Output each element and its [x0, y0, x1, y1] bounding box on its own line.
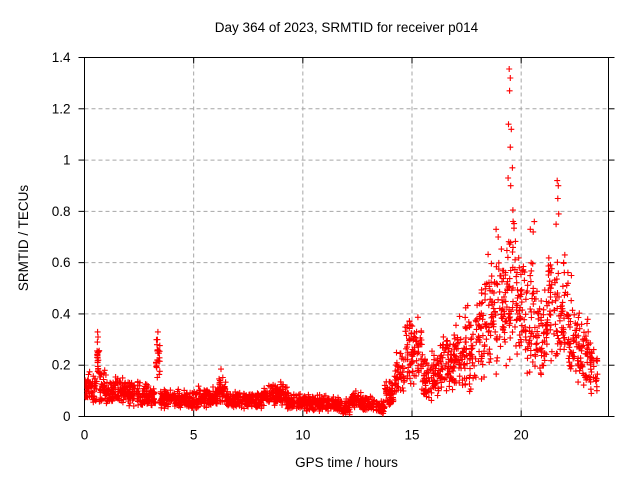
y-tick-label: 0.6	[52, 255, 71, 270]
y-tick-label: 1	[63, 153, 71, 168]
scatter-points	[84, 66, 601, 417]
x-tick-label: 0	[81, 428, 89, 443]
x-tick-label: 15	[404, 428, 419, 443]
y-axis-label: SRMTID / TECUs	[16, 184, 31, 292]
plot-border	[84, 57, 609, 417]
y-tick-label: 0.8	[52, 204, 71, 219]
x-tick-label: 5	[190, 428, 198, 443]
y-tick-label: 1.2	[52, 101, 71, 116]
y-tick-label: 0.4	[52, 306, 71, 321]
x-tick-label: 10	[295, 428, 310, 443]
y-tick-label: 1.4	[52, 50, 71, 65]
chart-title: Day 364 of 2023, SRMTID for receiver p01…	[214, 20, 479, 35]
y-tick-label: 0.2	[52, 358, 71, 373]
x-tick-label: 20	[514, 428, 529, 443]
y-tick-label: 0	[63, 409, 71, 424]
x-axis-label: GPS time / hours	[295, 455, 398, 470]
